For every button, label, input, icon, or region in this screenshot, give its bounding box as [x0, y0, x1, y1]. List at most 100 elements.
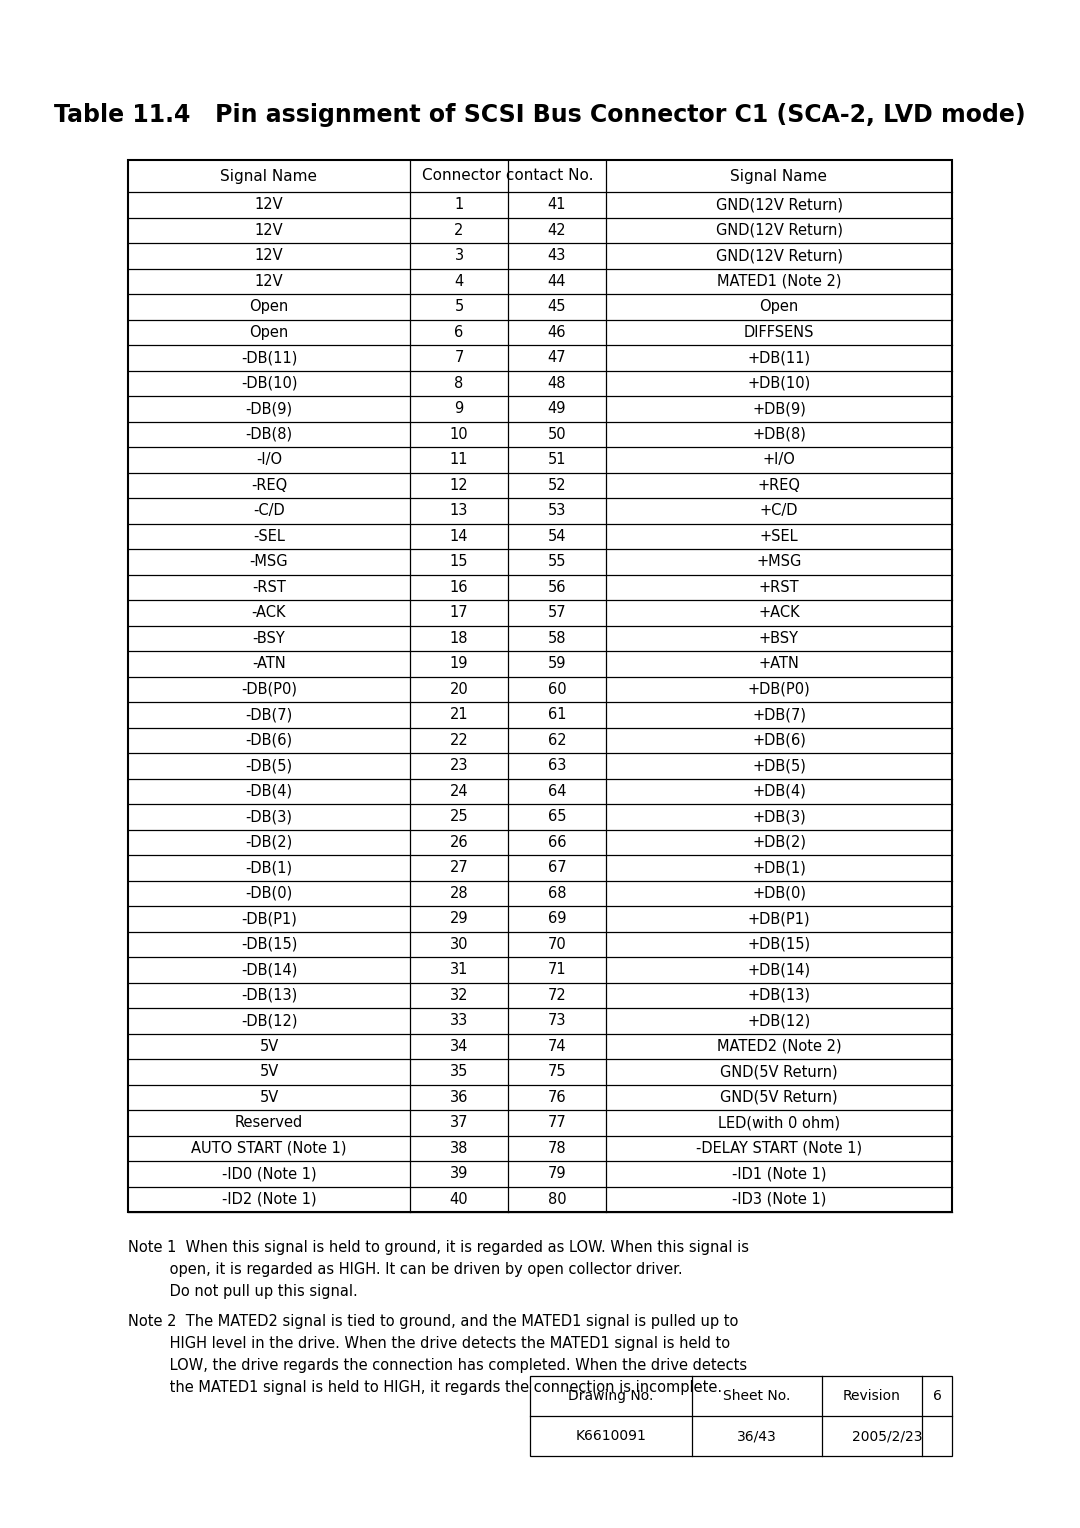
Text: 77: 77: [548, 1115, 566, 1131]
Text: +DB(3): +DB(3): [752, 810, 806, 824]
Text: 64: 64: [548, 784, 566, 799]
Text: 17: 17: [449, 605, 469, 620]
Text: 69: 69: [548, 911, 566, 926]
Text: +REQ: +REQ: [757, 478, 800, 492]
Text: MATED2 (Note 2): MATED2 (Note 2): [717, 1039, 841, 1054]
Text: 29: 29: [449, 911, 469, 926]
Text: 55: 55: [548, 555, 566, 570]
Text: Open: Open: [249, 299, 288, 315]
Text: 13: 13: [449, 503, 469, 518]
Text: 63: 63: [548, 758, 566, 773]
Text: LED(with 0 ohm): LED(with 0 ohm): [718, 1115, 840, 1131]
Text: -DB(2): -DB(2): [245, 834, 293, 850]
Text: DIFFSENS: DIFFSENS: [744, 325, 814, 339]
Text: +DB(13): +DB(13): [747, 987, 810, 1002]
Text: 5V: 5V: [259, 1089, 279, 1105]
Text: Note 1  When this signal is held to ground, it is regarded as LOW. When this sig: Note 1 When this signal is held to groun…: [129, 1241, 750, 1254]
Text: 5V: 5V: [259, 1039, 279, 1054]
Text: 6: 6: [932, 1389, 942, 1403]
Text: Open: Open: [759, 299, 798, 315]
Text: +DB(15): +DB(15): [747, 937, 811, 952]
Text: -DB(15): -DB(15): [241, 937, 297, 952]
Text: 5: 5: [455, 299, 463, 315]
Text: +DB(0): +DB(0): [752, 886, 806, 900]
Text: -DELAY START (Note 1): -DELAY START (Note 1): [696, 1141, 862, 1155]
Text: 7: 7: [455, 350, 463, 365]
Text: +DB(12): +DB(12): [747, 1013, 811, 1028]
Text: -DB(1): -DB(1): [245, 860, 293, 876]
Text: 62: 62: [548, 733, 566, 747]
Text: 41: 41: [548, 197, 566, 212]
Text: 73: 73: [548, 1013, 566, 1028]
Text: -DB(5): -DB(5): [245, 758, 293, 773]
Text: GND(12V Return): GND(12V Return): [715, 223, 842, 238]
Text: -DB(9): -DB(9): [245, 402, 293, 416]
Text: +MSG: +MSG: [756, 555, 801, 570]
Text: -RST: -RST: [252, 579, 286, 594]
Text: Open: Open: [249, 325, 288, 339]
Text: 76: 76: [548, 1089, 566, 1105]
Text: Table 11.4   Pin assignment of SCSI Bus Connector C1 (SCA-2, LVD mode): Table 11.4 Pin assignment of SCSI Bus Co…: [54, 102, 1026, 127]
Text: -DB(P0): -DB(P0): [241, 681, 297, 697]
Text: 39: 39: [449, 1166, 469, 1181]
Text: 16: 16: [449, 579, 469, 594]
Text: -DB(7): -DB(7): [245, 707, 293, 723]
Text: -DB(14): -DB(14): [241, 963, 297, 978]
Text: 24: 24: [449, 784, 469, 799]
Text: 59: 59: [548, 656, 566, 671]
Text: 57: 57: [548, 605, 566, 620]
Text: +RST: +RST: [758, 579, 799, 594]
Text: 26: 26: [449, 834, 469, 850]
Text: 44: 44: [548, 274, 566, 289]
Text: 75: 75: [548, 1063, 566, 1079]
Text: +DB(8): +DB(8): [752, 426, 806, 442]
Text: 11: 11: [449, 452, 469, 468]
Text: Signal Name: Signal Name: [220, 168, 318, 183]
Text: MATED1 (Note 2): MATED1 (Note 2): [717, 274, 841, 289]
Text: K6610091: K6610091: [576, 1429, 647, 1442]
Text: 23: 23: [449, 758, 469, 773]
Text: +DB(P0): +DB(P0): [747, 681, 810, 697]
Text: -DB(12): -DB(12): [241, 1013, 297, 1028]
Text: 47: 47: [548, 350, 566, 365]
Text: 78: 78: [548, 1141, 566, 1155]
Text: LOW, the drive regards the connection has completed. When the drive detects: LOW, the drive regards the connection ha…: [129, 1358, 747, 1374]
Text: 48: 48: [548, 376, 566, 391]
Bar: [530, 1377, 951, 1456]
Text: 70: 70: [548, 937, 566, 952]
Text: -DB(13): -DB(13): [241, 987, 297, 1002]
Text: HIGH level in the drive. When the drive detects the MATED1 signal is held to: HIGH level in the drive. When the drive …: [129, 1335, 730, 1351]
Text: 42: 42: [548, 223, 566, 238]
Text: Connector contact No.: Connector contact No.: [422, 168, 594, 183]
Text: 18: 18: [449, 631, 469, 646]
Text: 20: 20: [449, 681, 469, 697]
Text: 31: 31: [449, 963, 469, 978]
Text: 6: 6: [455, 325, 463, 339]
Text: 21: 21: [449, 707, 469, 723]
Text: +DB(P1): +DB(P1): [747, 911, 810, 926]
Text: -ATN: -ATN: [252, 656, 286, 671]
Text: +BSY: +BSY: [759, 631, 799, 646]
Text: 74: 74: [548, 1039, 566, 1054]
Text: 61: 61: [548, 707, 566, 723]
Text: -ACK: -ACK: [252, 605, 286, 620]
Text: GND(12V Return): GND(12V Return): [715, 197, 842, 212]
Text: Revision: Revision: [843, 1389, 901, 1403]
Text: 3: 3: [455, 248, 463, 263]
Text: GND(12V Return): GND(12V Return): [715, 248, 842, 263]
Text: 5V: 5V: [259, 1063, 279, 1079]
Text: 22: 22: [449, 733, 469, 747]
Text: 12V: 12V: [255, 197, 283, 212]
Text: 32: 32: [449, 987, 469, 1002]
Text: 66: 66: [548, 834, 566, 850]
Text: 49: 49: [548, 402, 566, 416]
Text: GND(5V Return): GND(5V Return): [720, 1063, 838, 1079]
Text: 25: 25: [449, 810, 469, 824]
Text: 72: 72: [548, 987, 566, 1002]
Text: 12V: 12V: [255, 223, 283, 238]
Text: 30: 30: [449, 937, 469, 952]
Text: 67: 67: [548, 860, 566, 876]
Text: Sheet No.: Sheet No.: [724, 1389, 791, 1403]
Text: 37: 37: [449, 1115, 469, 1131]
Text: 71: 71: [548, 963, 566, 978]
